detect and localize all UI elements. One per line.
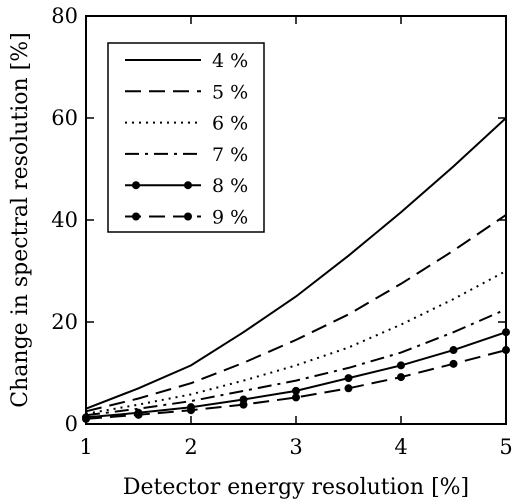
legend-box xyxy=(107,42,265,233)
x-axis-title: Detector energy resolution [%] xyxy=(123,475,469,500)
series-3 xyxy=(85,270,507,415)
series-line xyxy=(85,117,507,410)
y-tick-label: 40 xyxy=(51,208,78,232)
legend-label: 6 % xyxy=(212,113,248,135)
data-point xyxy=(344,374,353,383)
x-tick-label: 4 xyxy=(394,435,407,459)
data-point xyxy=(449,359,458,368)
series-4 xyxy=(85,308,507,417)
series-1 xyxy=(85,117,507,410)
x-tick-label: 3 xyxy=(289,435,302,459)
data-point xyxy=(134,410,143,419)
series-layer xyxy=(82,117,510,423)
data-point xyxy=(397,361,405,370)
series-line xyxy=(85,331,507,419)
y-tick-label: 80 xyxy=(51,4,78,28)
legend-marker xyxy=(184,181,192,190)
series-6 xyxy=(82,346,510,423)
x-tick-label: 1 xyxy=(79,435,92,459)
legend-label: 8 % xyxy=(212,175,248,197)
data-point xyxy=(344,384,353,393)
y-axis-title: Change in spectral resolution [%] xyxy=(8,32,33,407)
y-tick-label: 60 xyxy=(51,106,78,130)
data-point xyxy=(292,386,300,395)
legend-label: 9 % xyxy=(212,207,248,229)
legend-marker xyxy=(184,212,192,221)
legend: 4 % 5 % 6 % 7 % 8 % 9 % xyxy=(107,42,265,233)
ticks-layer: 1 2 3 4 5 0 20 40 60 80 xyxy=(51,4,512,459)
legend-marker xyxy=(132,181,140,190)
series-2 xyxy=(85,214,507,413)
y-tick-label: 0 xyxy=(65,412,78,436)
data-point xyxy=(239,400,248,409)
x-tick-label: 5 xyxy=(499,435,512,459)
x-tick-label: 2 xyxy=(184,435,197,459)
data-point xyxy=(397,373,405,382)
legend-marker xyxy=(132,212,140,221)
series-line xyxy=(85,308,507,417)
legend-label: 7 % xyxy=(212,144,248,166)
data-point xyxy=(449,346,458,355)
y-tick-label: 20 xyxy=(51,310,78,334)
series-line xyxy=(85,214,507,413)
data-point xyxy=(292,393,300,402)
series-line xyxy=(85,270,507,415)
legend-label: 5 % xyxy=(212,81,248,103)
legend-label: 4 % xyxy=(212,50,248,72)
data-point xyxy=(187,406,195,415)
